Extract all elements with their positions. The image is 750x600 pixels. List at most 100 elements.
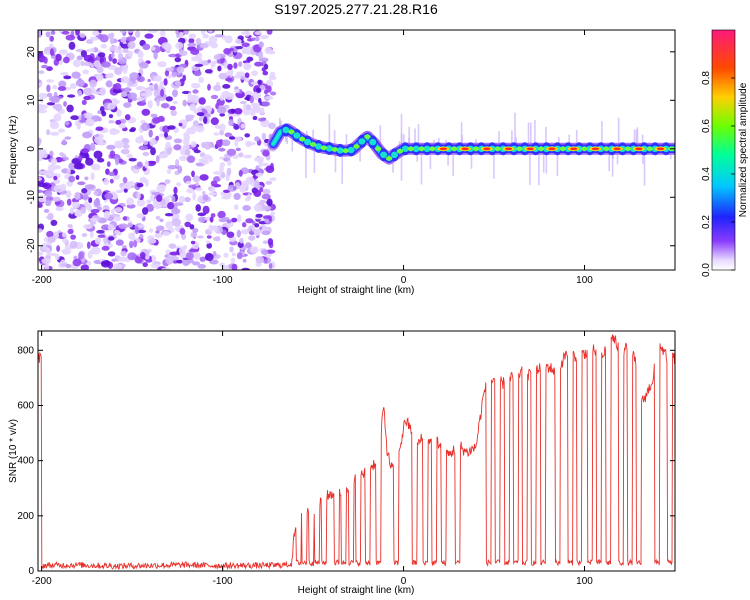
noise-blob <box>87 203 92 212</box>
noise-blob <box>49 35 54 42</box>
noise-blob <box>173 204 178 213</box>
noise-blob <box>190 48 200 55</box>
noise-blob <box>120 148 130 155</box>
noise-blob <box>118 124 127 129</box>
noise-blob <box>175 159 180 167</box>
noise-blob <box>139 234 144 239</box>
noise-blob <box>93 150 103 159</box>
noise-blob <box>93 199 101 208</box>
signal-bulge-core <box>391 151 398 158</box>
noise-blob <box>135 30 141 38</box>
noise-blob <box>266 30 273 35</box>
noise-blob <box>206 235 212 239</box>
noise-blob <box>166 147 172 155</box>
noise-blob <box>140 92 148 97</box>
noise-blob <box>77 181 86 186</box>
noise-blob <box>171 218 181 227</box>
noise-blob <box>108 114 114 119</box>
noise-blob <box>150 263 161 268</box>
noise-blob <box>69 83 77 89</box>
noise-blob <box>268 122 276 130</box>
noise-blob <box>147 238 157 244</box>
noise-blob <box>95 126 104 131</box>
noise-blob <box>248 235 256 241</box>
noise-blob <box>81 188 88 194</box>
signal-core <box>353 144 360 149</box>
spectral-streak <box>359 143 361 162</box>
snr-x-tick-label: -200 <box>32 576 52 587</box>
noise-blob <box>123 102 132 108</box>
noise-blob <box>210 94 219 100</box>
noise-blob <box>174 57 182 63</box>
noise-blob <box>46 66 53 72</box>
noise-blob <box>68 41 76 50</box>
noise-blob <box>199 174 209 181</box>
noise-blob <box>153 89 161 98</box>
noise-blob <box>54 253 60 261</box>
spectral-streak <box>461 135 463 149</box>
spectral-streak <box>452 148 454 177</box>
noise-blob <box>224 92 235 100</box>
noise-blob <box>133 240 138 248</box>
noise-blob <box>55 53 62 62</box>
noise-blob <box>70 234 76 240</box>
noise-blob <box>233 74 242 79</box>
noise-blob <box>236 229 241 238</box>
noise-blob <box>147 78 151 83</box>
noise-blob <box>260 34 269 40</box>
noise-blob <box>195 125 205 133</box>
noise-blob <box>96 66 104 74</box>
noise-blob <box>38 189 44 193</box>
noise-blob <box>195 204 201 212</box>
spectrogram-y-tick-label: -20 <box>26 238 37 253</box>
noise-blob <box>138 145 149 151</box>
noise-blob <box>213 132 219 136</box>
noise-blob <box>137 50 144 59</box>
noise-blob <box>192 228 199 233</box>
noise-blob <box>252 115 258 121</box>
noise-blob <box>122 176 128 184</box>
noise-blob <box>265 180 273 185</box>
noise-blob <box>234 89 240 94</box>
noise-blob <box>171 195 176 203</box>
signal-bulge-core <box>380 151 388 158</box>
noise-blob <box>233 192 241 200</box>
noise-blob <box>209 216 214 223</box>
noise-blob <box>82 131 92 139</box>
noise-blob <box>160 103 169 109</box>
noise-blob <box>217 210 226 219</box>
noise-blob <box>259 186 264 193</box>
noise-blob <box>219 130 225 136</box>
signal-peak <box>483 147 491 151</box>
noise-blob <box>115 239 124 246</box>
noise-blob <box>83 112 93 119</box>
noise-blob <box>177 165 183 174</box>
noise-blob <box>83 54 93 62</box>
noise-blob <box>74 191 81 200</box>
noise-blob <box>213 84 222 92</box>
noise-blob <box>172 100 178 105</box>
spectral-streak <box>545 126 547 149</box>
snr-series-layer <box>38 334 675 571</box>
noise-blob <box>49 131 60 136</box>
spectral-streak <box>417 124 420 149</box>
noise-blob <box>85 118 95 127</box>
spectral-streak <box>617 117 620 149</box>
noise-blob <box>39 245 49 253</box>
noise-blob <box>81 114 85 123</box>
noise-blob <box>108 120 115 124</box>
noise-blob <box>118 223 128 229</box>
spectrogram-x-tick-label: 0 <box>401 275 407 286</box>
noise-blob <box>218 72 227 80</box>
noise-blob <box>76 123 81 130</box>
noise-blob <box>262 162 269 167</box>
noise-blob <box>183 134 191 141</box>
signal-core <box>418 146 425 151</box>
noise-blob <box>169 251 180 256</box>
noise-blob <box>255 213 263 218</box>
noise-blob <box>90 142 96 151</box>
snr-frame <box>37 330 676 572</box>
noise-blob <box>168 243 177 249</box>
noise-blob <box>136 198 145 207</box>
noise-blob <box>183 30 189 35</box>
